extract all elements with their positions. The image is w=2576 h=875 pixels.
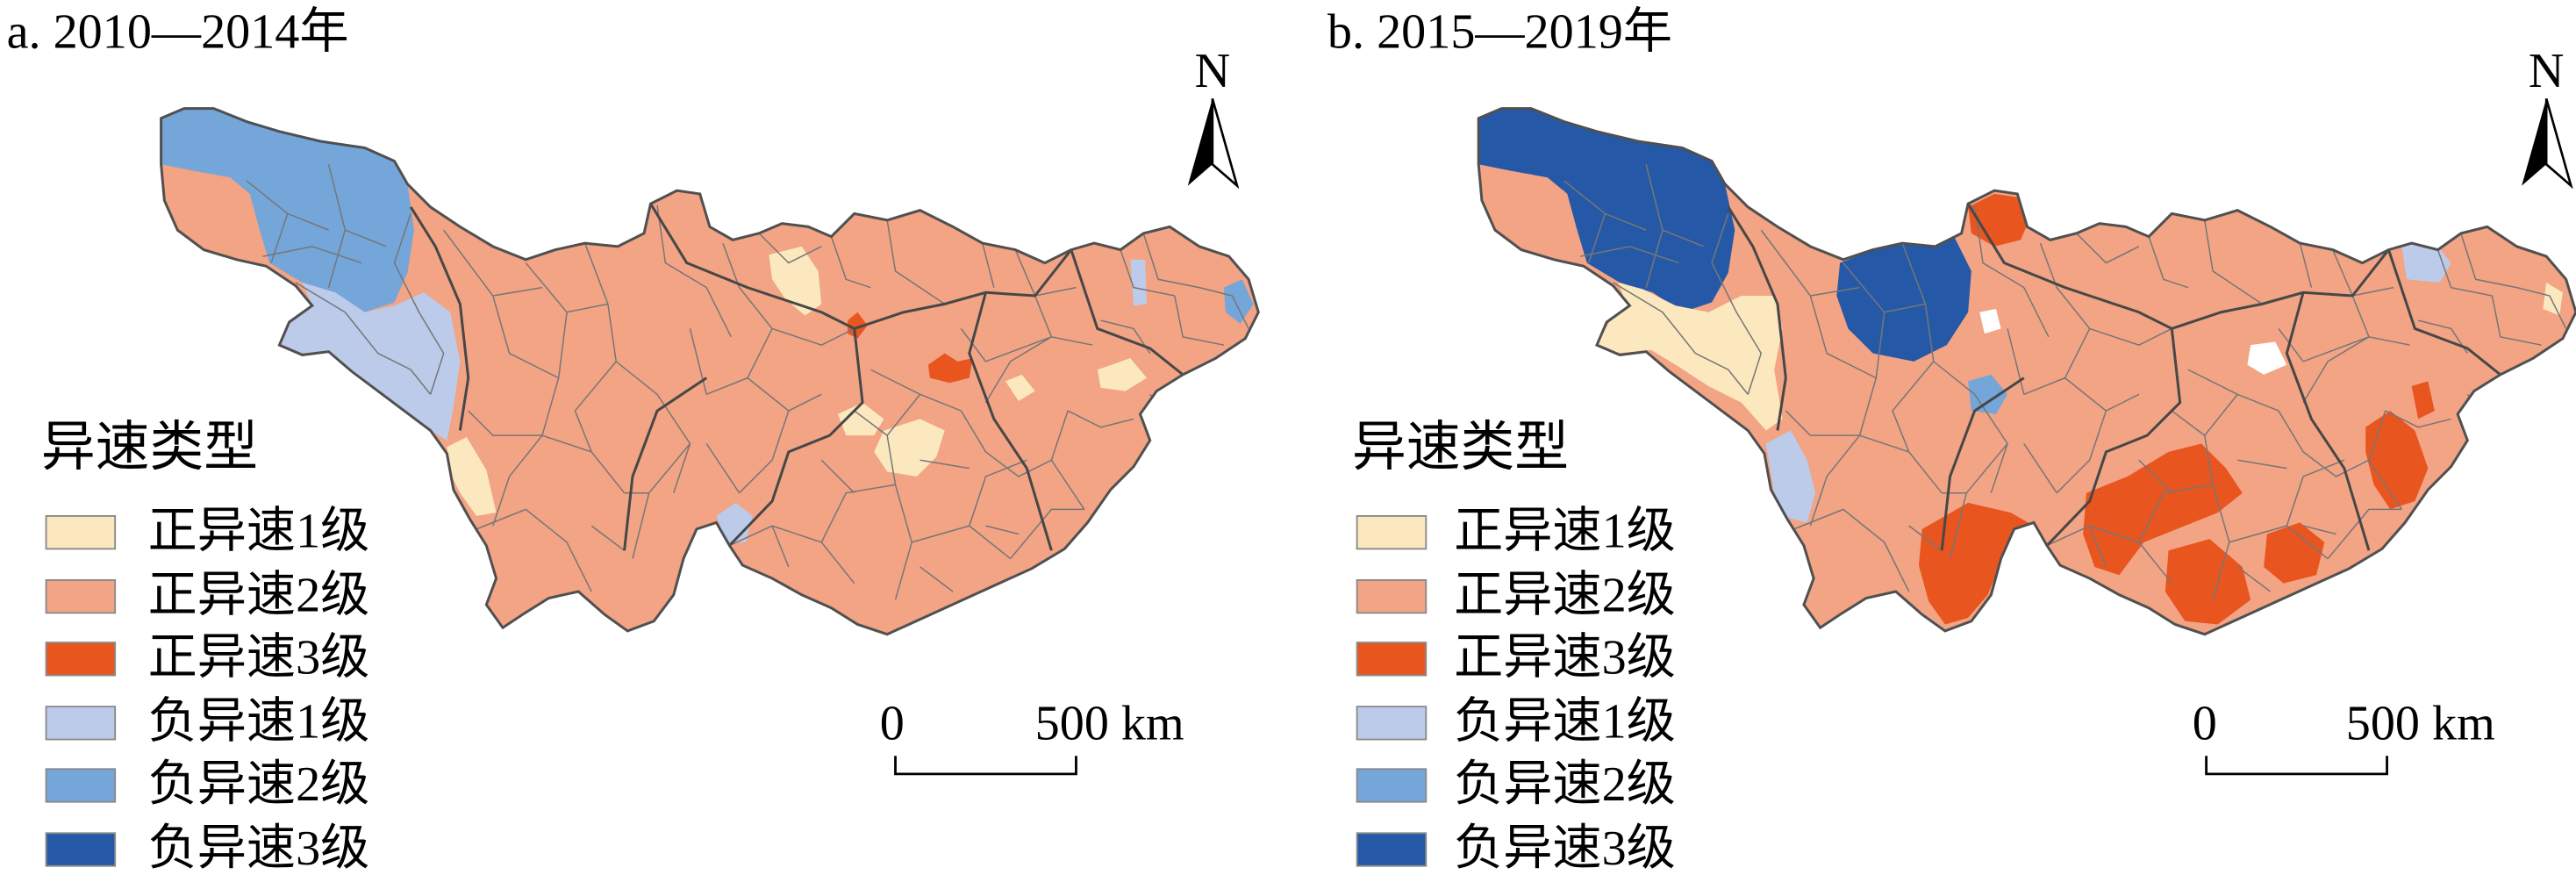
region-positive-1 bbox=[769, 246, 822, 316]
legend-swatch bbox=[1356, 514, 1428, 550]
scale-bar-line bbox=[894, 756, 1077, 776]
legend-swatch bbox=[1356, 706, 1428, 741]
region-negative-2 bbox=[1968, 374, 2008, 414]
map-a bbox=[160, 107, 1260, 636]
scale-start-label: 0 bbox=[2193, 697, 2217, 751]
scale-bar-line bbox=[2205, 756, 2388, 776]
north-label: N bbox=[1195, 44, 1231, 98]
north-arrow-right-half bbox=[1211, 97, 1240, 190]
region-positive-3 bbox=[2083, 443, 2243, 576]
legend-label: 正异速1级 bbox=[148, 504, 370, 558]
legend-swatch bbox=[1356, 578, 1428, 614]
region-unfilled bbox=[1979, 308, 2001, 334]
region-negative-2 bbox=[1223, 279, 1254, 324]
legend-swatch bbox=[45, 768, 117, 803]
legend-label: 负异速1级 bbox=[148, 695, 370, 749]
region-positive-1 bbox=[2543, 283, 2563, 316]
panel-title: b. 2015—2019年 bbox=[1327, 4, 1672, 59]
region-positive-1 bbox=[447, 437, 497, 516]
north-arrow: N bbox=[2522, 44, 2573, 190]
north-arrow-right-half bbox=[2544, 97, 2573, 190]
map-a-regions bbox=[161, 108, 1254, 601]
scale-bar: 0 500 km bbox=[880, 697, 1184, 776]
region-positive-3 bbox=[2264, 522, 2325, 584]
legend-label: 负异速2级 bbox=[1454, 757, 1676, 812]
region-positive-2 bbox=[1478, 170, 1581, 260]
north-arrow-left-half bbox=[2522, 98, 2547, 186]
map-b-regions bbox=[1478, 108, 2567, 625]
legend-title: 异速类型 bbox=[1352, 418, 1569, 477]
legend-swatch bbox=[45, 642, 117, 677]
region-negative-1 bbox=[1765, 430, 1816, 523]
legend-swatch bbox=[45, 514, 117, 550]
legend-swatch bbox=[45, 832, 117, 867]
north-label: N bbox=[2529, 44, 2565, 98]
region-unfilled bbox=[2247, 341, 2287, 375]
legend-label: 正异速1级 bbox=[1454, 504, 1676, 558]
region-negative-3 bbox=[1478, 108, 1735, 312]
legend-label: 负异速3级 bbox=[148, 821, 370, 875]
legend-swatch bbox=[1356, 642, 1428, 677]
legend-label: 负异速3级 bbox=[1454, 821, 1676, 875]
region-negative-2 bbox=[161, 108, 414, 312]
legend-swatch bbox=[45, 706, 117, 741]
legend-swatch bbox=[1356, 768, 1428, 803]
region-positive-2 bbox=[161, 170, 263, 260]
region-positive-3 bbox=[927, 353, 973, 384]
region-positive-3 bbox=[2165, 539, 2251, 625]
legend-label: 负异速1级 bbox=[1454, 695, 1676, 749]
region-positive-3 bbox=[2411, 381, 2435, 420]
panel-a: a. 2010—2014年 bbox=[7, 4, 1260, 875]
region-positive-1 bbox=[1596, 283, 1783, 431]
legend-swatch bbox=[1356, 832, 1428, 867]
region-positive-3 bbox=[1968, 193, 2031, 247]
north-arrow-left-half bbox=[1187, 98, 1213, 186]
region-positive-3 bbox=[1918, 502, 2035, 625]
scale-bar: 0 500 km bbox=[2193, 697, 2495, 776]
scale-start-label: 0 bbox=[880, 697, 905, 751]
panel-title: a. 2010—2014年 bbox=[7, 4, 349, 59]
region-negative-1 bbox=[279, 283, 461, 441]
panel-b: b. 2015—2019年 bbox=[1327, 4, 2576, 875]
legend-label: 负异速2级 bbox=[148, 757, 370, 812]
legend-label: 正异速3级 bbox=[148, 631, 370, 685]
legend-label: 正异速2级 bbox=[1454, 568, 1676, 622]
legend-title: 异速类型 bbox=[41, 418, 258, 477]
region-positive-1 bbox=[1097, 358, 1147, 391]
region-positive-1 bbox=[1005, 374, 1035, 401]
legend-label: 正异速2级 bbox=[148, 568, 370, 622]
legend-label: 正异速3级 bbox=[1454, 631, 1676, 685]
north-arrow: N bbox=[1187, 44, 1240, 190]
scale-end-label: 500 km bbox=[1035, 697, 1184, 751]
map-b bbox=[1477, 107, 2576, 636]
legend: 异速类型 正异速1级 正异速2级 正异速3级 负异速1级 负异速2级 负异速3级 bbox=[1352, 418, 1676, 875]
legend: 异速类型 正异速1级 正异速2级 正异速3级 负异速1级 负异速2级 负异速3级 bbox=[41, 418, 369, 875]
region-negative-1 bbox=[1130, 259, 1147, 306]
region-positive-3 bbox=[2365, 411, 2429, 510]
scale-end-label: 500 km bbox=[2346, 697, 2495, 751]
legend-swatch bbox=[45, 578, 117, 614]
region-positive-1 bbox=[837, 402, 884, 436]
region-negative-3 bbox=[1836, 221, 1971, 362]
